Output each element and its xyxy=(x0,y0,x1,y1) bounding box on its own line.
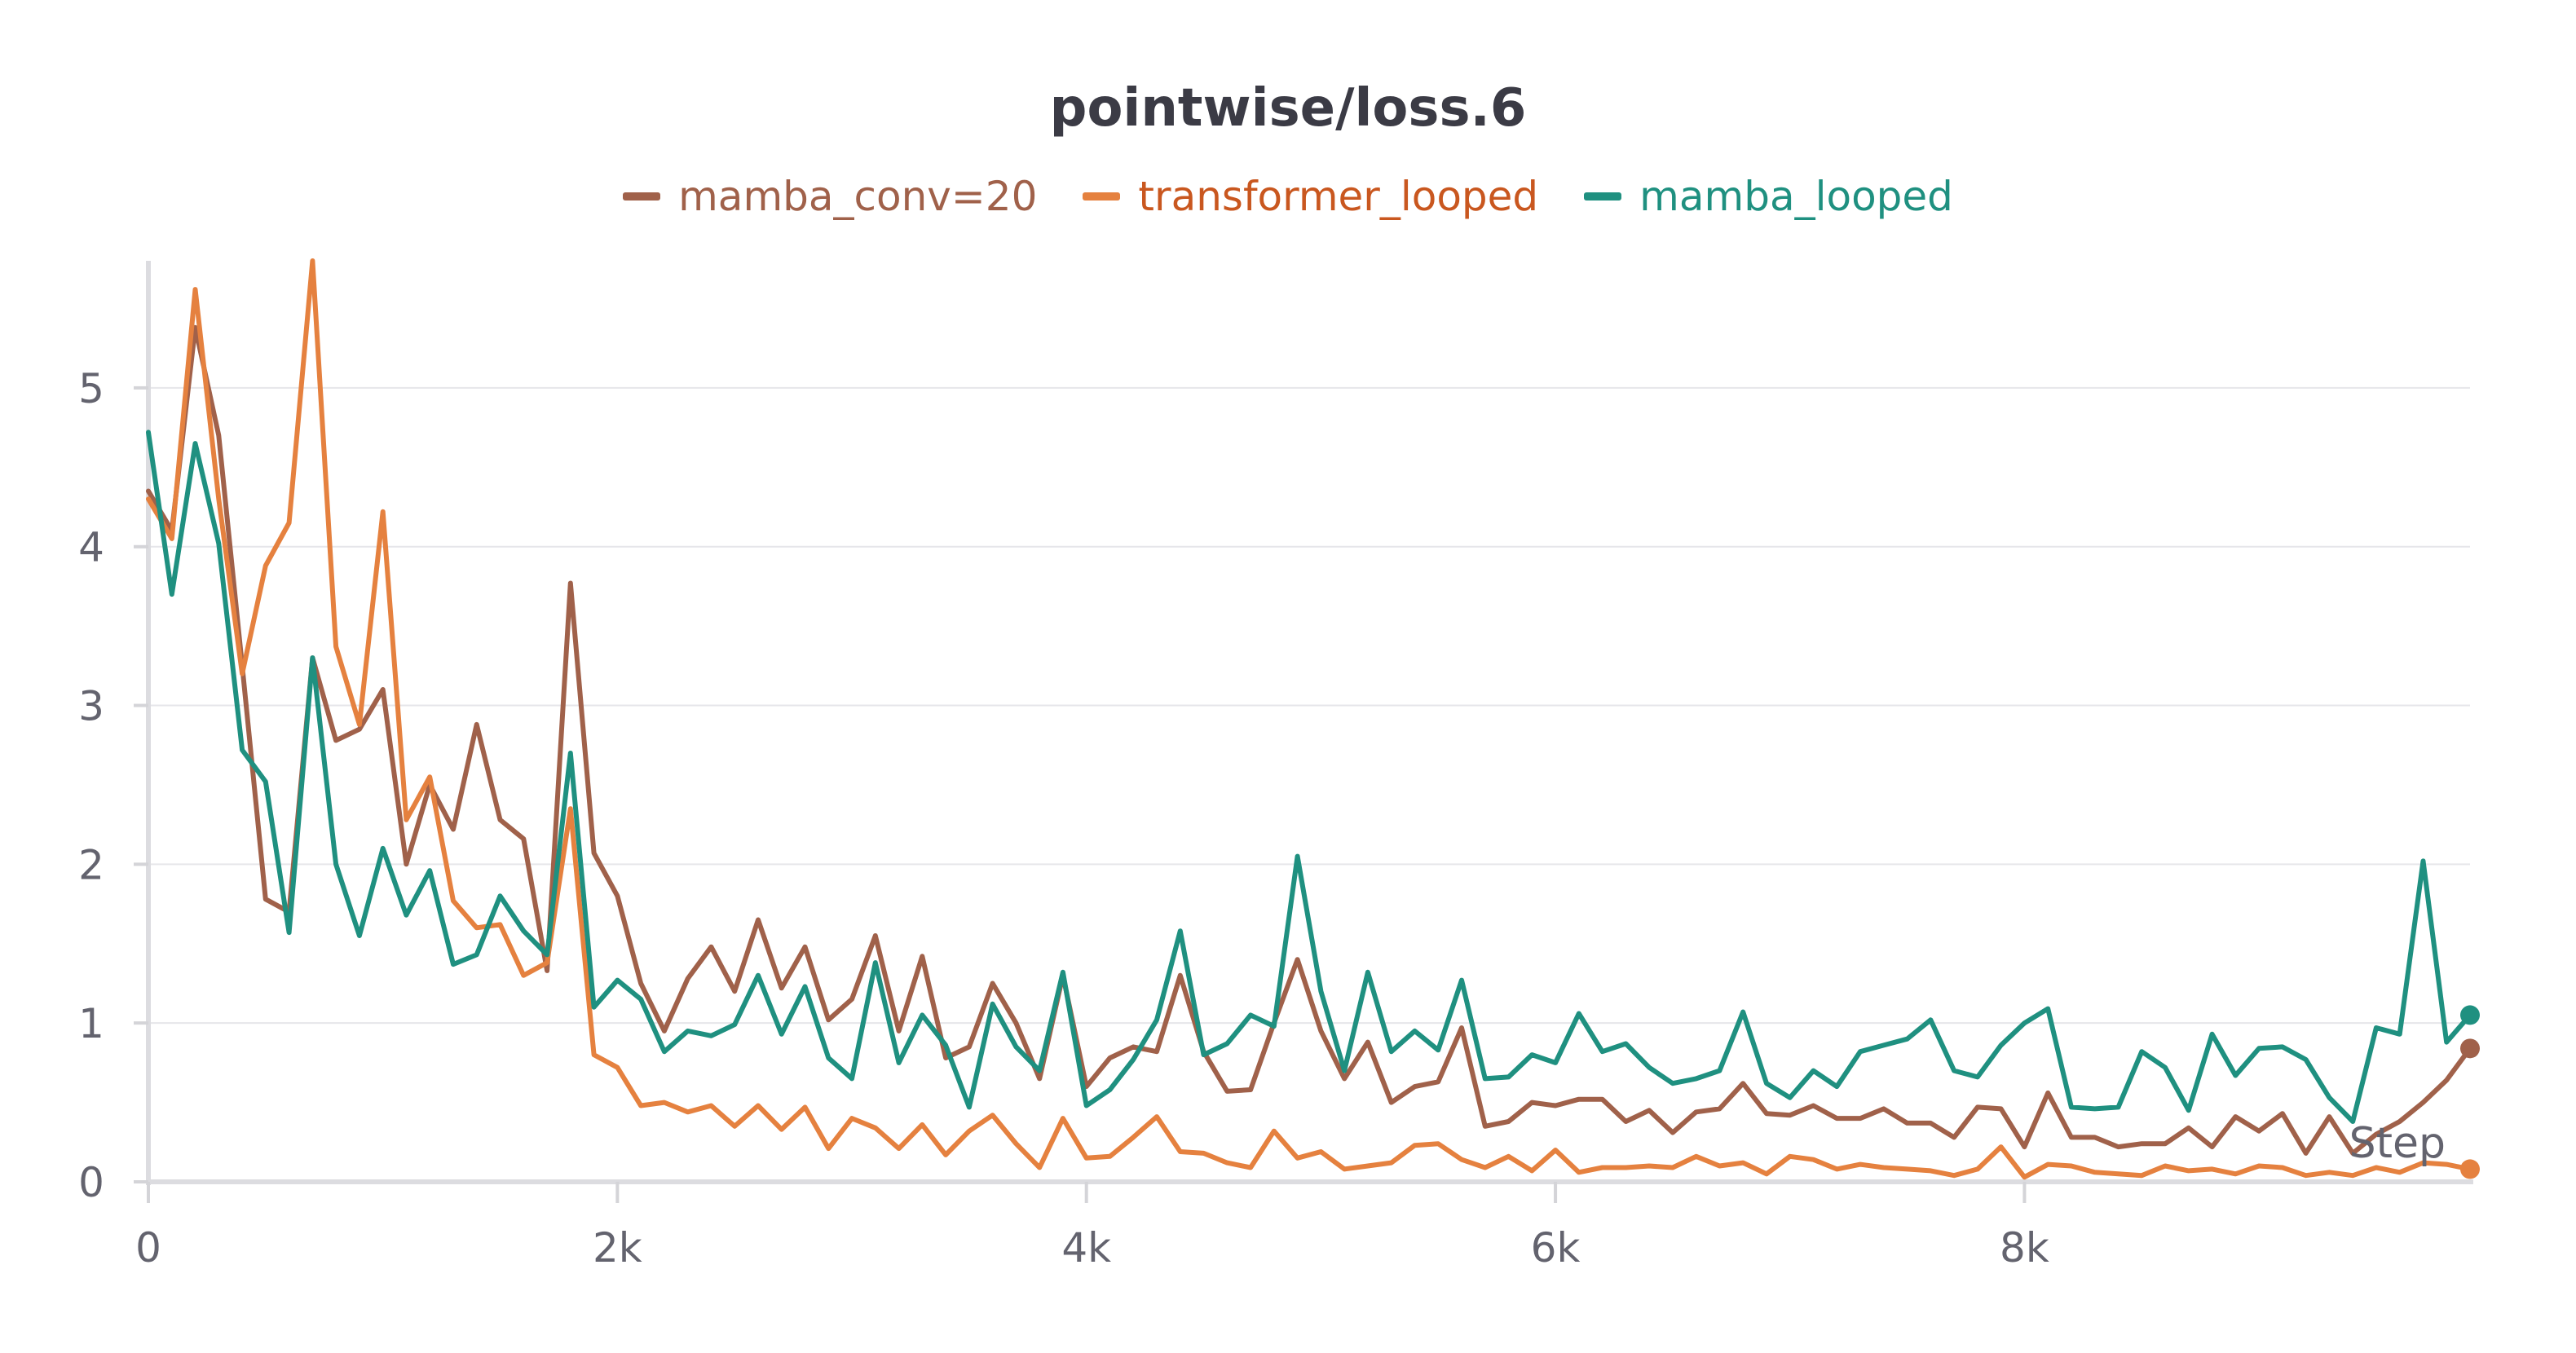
y-tick-label: 0 xyxy=(78,1159,104,1206)
series-line-2[interactable] xyxy=(146,430,2472,1124)
legend-item-mamba-conv20[interactable]: mamba_conv=20 xyxy=(623,173,1037,220)
series-end-point-0[interactable] xyxy=(2460,1038,2480,1059)
x-tick-label: 4k xyxy=(1061,1224,1111,1271)
grid-lines xyxy=(148,386,2470,1025)
y-tick-label: 5 xyxy=(78,365,104,412)
legend-swatch-mamba-looped xyxy=(1584,192,1622,201)
x-tick-label: 8k xyxy=(2000,1224,2049,1271)
axes xyxy=(146,261,2473,1185)
series-lines xyxy=(146,258,2480,1180)
legend-swatch-transformer-looped xyxy=(1083,192,1121,201)
x-tick-label: 0 xyxy=(135,1224,161,1271)
legend-item-transformer-looped[interactable]: transformer_looped xyxy=(1083,173,1538,220)
chart-legend: mamba_conv=20 transformer_looped mamba_l… xyxy=(0,173,2576,220)
x-axis-ticks: 0 2k 4k 6k 8k xyxy=(135,1182,2049,1271)
series-end-point-1[interactable] xyxy=(2460,1159,2480,1179)
legend-label-transformer-looped: transformer_looped xyxy=(1138,173,1539,220)
legend-item-mamba-looped[interactable]: mamba_looped xyxy=(1584,173,1953,220)
y-tick-label: 4 xyxy=(78,524,104,571)
legend-swatch-mamba-conv20 xyxy=(623,192,661,201)
y-tick-label: 3 xyxy=(78,683,104,730)
x-tick-label: 6k xyxy=(1531,1224,1581,1271)
x-axis-label: Step xyxy=(2349,1119,2446,1168)
chart-title: pointwise/loss.6 xyxy=(1049,78,1527,139)
x-tick-label: 2k xyxy=(593,1224,642,1271)
series-end-point-2[interactable] xyxy=(2460,1005,2480,1025)
series-line-0[interactable] xyxy=(146,324,2472,1156)
y-tick-label: 1 xyxy=(78,1000,104,1047)
y-tick-label: 2 xyxy=(78,841,104,888)
series-line-1[interactable] xyxy=(146,258,2472,1180)
legend-label-mamba-conv20: mamba_conv=20 xyxy=(678,173,1038,220)
legend-label-mamba-looped: mamba_looped xyxy=(1639,173,1953,220)
y-axis-ticks: 0 1 2 3 4 5 xyxy=(78,365,148,1206)
